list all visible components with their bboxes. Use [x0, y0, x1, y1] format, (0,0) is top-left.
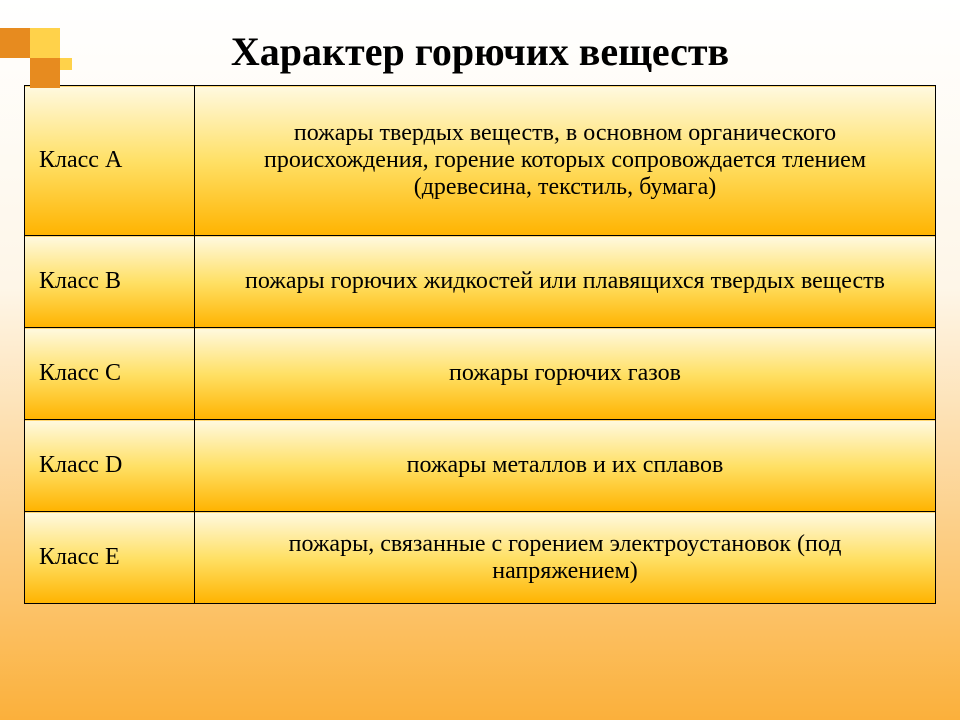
class-label: Класс В: [25, 236, 195, 328]
table-row: Класс Впожары горючих жидкостей или плав…: [25, 236, 936, 328]
corner-decor: [0, 28, 120, 88]
class-description: пожары горючих газов: [195, 328, 936, 420]
class-label: Класс С: [25, 328, 195, 420]
page-title: Характер горючих веществ: [0, 28, 960, 75]
decor-square: [30, 58, 60, 88]
decor-square: [60, 58, 72, 70]
class-description: пожары металлов и их сплавов: [195, 420, 936, 512]
table-row: Класс Епожары, связанные с горением элек…: [25, 512, 936, 604]
class-description: пожары, связанные с горением электроуста…: [195, 512, 936, 604]
table-row: Класс Апожары твердых веществ, в основно…: [25, 86, 936, 236]
class-description: пожары горючих жидкостей или плавящихся …: [195, 236, 936, 328]
fire-class-table: Класс Апожары твердых веществ, в основно…: [24, 85, 936, 604]
decor-square: [30, 28, 60, 58]
class-description: пожары твердых веществ, в основном орган…: [195, 86, 936, 236]
table-body: Класс Апожары твердых веществ, в основно…: [25, 86, 936, 604]
class-label: Класс А: [25, 86, 195, 236]
class-label: Класс D: [25, 420, 195, 512]
class-label: Класс Е: [25, 512, 195, 604]
table-row: Класс Спожары горючих газов: [25, 328, 936, 420]
table-row: Класс Dпожары металлов и их сплавов: [25, 420, 936, 512]
decor-square: [0, 28, 30, 58]
